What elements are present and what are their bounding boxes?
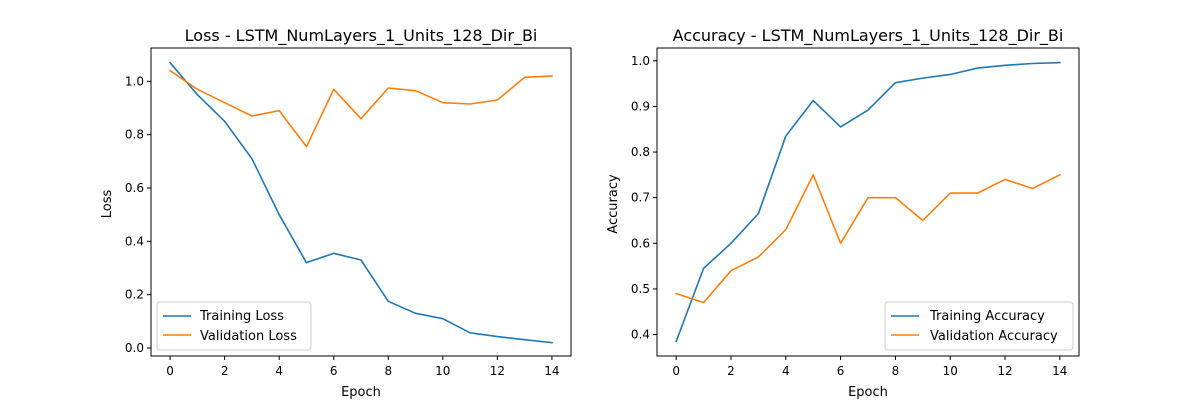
loss-y-tick-label: 1.0 <box>125 74 144 88</box>
loss-x-axis-label: Epoch <box>341 385 381 400</box>
accuracy-x-tick-label: 6 <box>837 364 845 378</box>
accuracy-y-tick-label: 0.9 <box>631 99 650 113</box>
accuracy-panel: Accuracy - LSTM_NumLayers_1_Units_128_Di… <box>606 26 1080 400</box>
accuracy-x-tick-label: 8 <box>892 364 900 378</box>
accuracy-series-lines <box>675 61 1061 343</box>
accuracy-x-tick-label: 14 <box>1052 364 1067 378</box>
accuracy-series-line-validation <box>675 173 1061 304</box>
loss-y-tick-label: 0.8 <box>125 128 144 142</box>
accuracy-y-tick-label: 0.5 <box>631 282 650 296</box>
accuracy-ticks: 0 2 4 6 8 10 12 14 0.4 0.5 0.6 0.7 0.8 0.9 1.0 <box>631 54 1068 378</box>
loss-x-tick-label: 10 <box>435 364 450 378</box>
accuracy-chart-title: Accuracy - LSTM_NumLayers_1_Units_128_Di… <box>673 26 1064 46</box>
loss-y-tick-label: 0.4 <box>125 234 144 248</box>
loss-x-tick-label: 12 <box>490 364 505 378</box>
loss-legend-label-validation: Validation Loss <box>200 329 297 344</box>
accuracy-x-tick-label: 0 <box>672 364 680 378</box>
accuracy-plot-frame <box>656 47 1080 357</box>
accuracy-legend: Training Accuracy Validation Accuracy <box>884 301 1074 351</box>
loss-y-tick-label: 0.0 <box>125 341 144 355</box>
loss-x-tick-label: 6 <box>330 364 338 378</box>
loss-legend-label-training: Training Loss <box>199 309 284 324</box>
loss-x-tick-label: 8 <box>384 364 392 378</box>
loss-x-tick-label: 4 <box>275 364 283 378</box>
loss-x-tick-label: 14 <box>544 364 559 378</box>
loss-plot-frame <box>150 47 572 357</box>
accuracy-y-tick-label: 0.8 <box>631 145 650 159</box>
loss-series-line-training <box>168 61 553 344</box>
accuracy-x-tick-label: 12 <box>997 364 1012 378</box>
loss-series-lines <box>168 61 553 344</box>
accuracy-series-line-training <box>675 61 1061 343</box>
loss-ticks: 0 2 4 6 8 10 12 14 0.0 0.2 0.4 0.6 0.8 1.0 <box>125 74 560 378</box>
accuracy-x-tick-label: 4 <box>782 364 790 378</box>
accuracy-legend-label-training: Training Accuracy <box>929 309 1045 324</box>
loss-y-tick-label: 0.6 <box>125 181 144 195</box>
loss-panel: Loss - LSTM_NumLayers_1_Units_128_Dir_Bi… <box>100 26 572 400</box>
loss-legend: Training Loss Validation Loss <box>156 301 312 351</box>
accuracy-legend-label-validation: Validation Accuracy <box>930 329 1058 344</box>
loss-x-tick-label: 2 <box>221 364 229 378</box>
accuracy-x-tick-label: 10 <box>943 364 958 378</box>
loss-chart-title: Loss - LSTM_NumLayers_1_Units_128_Dir_Bi <box>185 26 538 46</box>
accuracy-y-tick-label: 0.7 <box>631 191 650 205</box>
accuracy-y-tick-label: 0.6 <box>631 236 650 250</box>
accuracy-y-tick-label: 1.0 <box>631 54 650 68</box>
loss-y-tick-label: 0.2 <box>125 288 144 302</box>
loss-legend-box <box>156 301 312 351</box>
accuracy-y-tick-label: 0.4 <box>631 328 650 342</box>
accuracy-y-axis-label: Accuracy <box>606 174 621 234</box>
accuracy-x-tick-label: 2 <box>727 364 735 378</box>
accuracy-x-axis-label: Epoch <box>848 385 888 400</box>
loss-y-axis-label: Loss <box>100 190 115 219</box>
loss-series-line-validation <box>168 69 553 148</box>
accuracy-legend-box <box>884 301 1074 351</box>
loss-x-tick-label: 0 <box>166 364 174 378</box>
